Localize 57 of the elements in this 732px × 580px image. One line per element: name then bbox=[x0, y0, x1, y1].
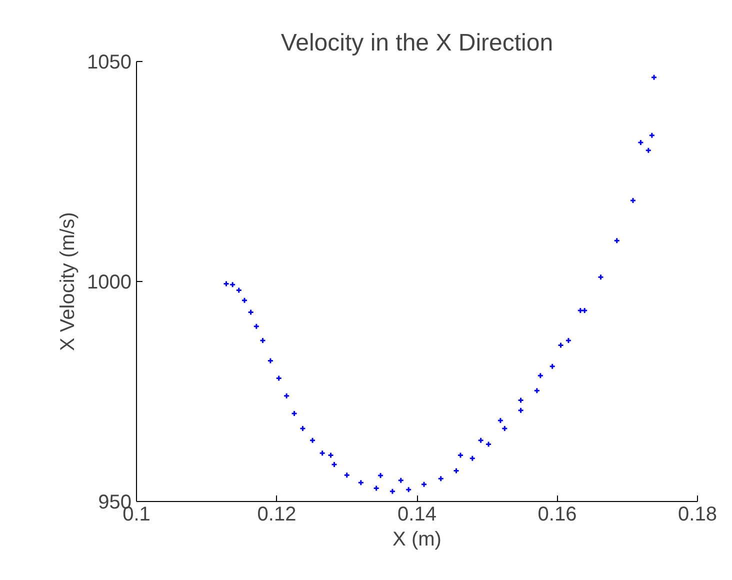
point bbox=[614, 237, 620, 244]
x-tick-label: 0.12 bbox=[257, 504, 296, 526]
point bbox=[223, 280, 230, 287]
point bbox=[650, 74, 658, 81]
point bbox=[485, 441, 492, 448]
point bbox=[497, 417, 504, 424]
point bbox=[398, 477, 404, 484]
point bbox=[377, 472, 384, 479]
point bbox=[299, 425, 306, 432]
y-tick-label: 1050 bbox=[87, 52, 132, 74]
point bbox=[327, 452, 334, 459]
point bbox=[501, 425, 508, 432]
point bbox=[259, 337, 266, 344]
point bbox=[236, 287, 242, 294]
point bbox=[518, 407, 524, 414]
point bbox=[420, 481, 428, 488]
point bbox=[358, 479, 364, 486]
point bbox=[438, 475, 444, 482]
point bbox=[597, 274, 604, 280]
point bbox=[630, 197, 636, 204]
point bbox=[469, 455, 476, 462]
point bbox=[453, 467, 460, 474]
point bbox=[309, 437, 316, 444]
y-axis-title: X Velocity (m/s) bbox=[57, 212, 80, 351]
x-tick-label: 0.14 bbox=[398, 504, 436, 526]
x-axis-title: X (m) bbox=[392, 528, 442, 550]
point bbox=[577, 307, 584, 314]
point bbox=[478, 437, 484, 444]
point bbox=[241, 297, 248, 304]
point bbox=[319, 450, 326, 456]
point bbox=[283, 392, 290, 400]
point bbox=[637, 139, 644, 146]
point bbox=[405, 486, 412, 493]
y-tick-label: 1000 bbox=[87, 272, 132, 294]
point bbox=[229, 281, 236, 288]
point bbox=[537, 372, 544, 379]
point bbox=[389, 488, 396, 495]
point bbox=[457, 452, 464, 459]
point bbox=[565, 337, 572, 344]
point bbox=[534, 387, 540, 394]
point bbox=[331, 461, 338, 468]
point bbox=[253, 323, 260, 330]
point bbox=[558, 342, 564, 349]
x-tick-label: 0.18 bbox=[678, 504, 717, 526]
point bbox=[549, 363, 556, 370]
x-tick-label: 0.16 bbox=[538, 504, 577, 526]
point bbox=[248, 309, 254, 316]
chart-title: Velocity in the X Direction bbox=[280, 30, 554, 56]
point bbox=[645, 147, 652, 154]
point bbox=[276, 375, 282, 382]
point bbox=[581, 307, 588, 314]
point bbox=[373, 485, 380, 492]
point bbox=[648, 132, 656, 139]
point bbox=[267, 357, 274, 364]
point bbox=[518, 397, 524, 404]
point bbox=[291, 410, 298, 417]
point bbox=[344, 472, 350, 478]
